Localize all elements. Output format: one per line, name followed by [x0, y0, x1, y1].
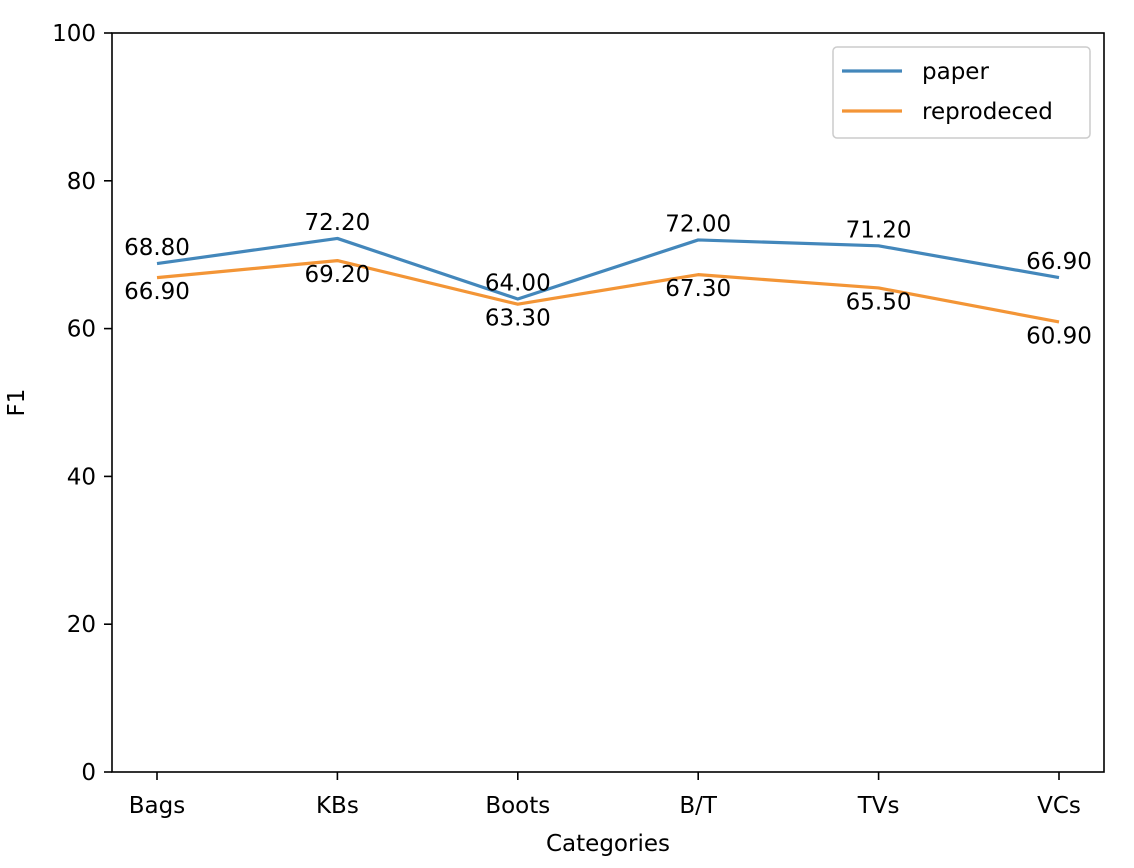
y-tick-label: 100 [52, 21, 96, 47]
data-label: 72.00 [665, 211, 731, 237]
legend-label-paper: paper [922, 59, 989, 85]
data-label: 68.80 [124, 235, 190, 261]
series-line-reprodeced [156, 259, 1060, 324]
x-axis-label: Categories [546, 831, 670, 857]
y-axis-label: F1 [4, 389, 30, 417]
y-tick-label: 40 [67, 464, 96, 490]
series-line-paper [156, 236, 1060, 301]
x-tick-label: KBs [316, 793, 359, 819]
data-label: 60.90 [1026, 323, 1092, 349]
y-tick-label: 20 [67, 612, 96, 638]
data-label: 66.90 [1026, 249, 1092, 275]
x-tick-label: Bags [129, 793, 185, 819]
legend: paper reprodeced [832, 46, 1091, 139]
data-label: 63.30 [485, 306, 551, 332]
data-label: 64.00 [485, 271, 551, 297]
y-tick-label: 0 [81, 760, 96, 786]
data-label: 65.50 [846, 289, 912, 315]
data-label: 72.20 [304, 210, 370, 236]
data-label: 66.90 [124, 279, 190, 305]
x-tick-label: B/T [679, 793, 718, 819]
x-axis-ticks: Bags KBs Boots B/T TVs VCs [129, 772, 1081, 819]
data-labels: 68.80 72.20 64.00 72.00 71.20 66.90 66.90 69.20… [124, 210, 1092, 350]
data-label: 71.20 [846, 217, 912, 243]
x-tick-label: Boots [485, 793, 550, 819]
legend-label-reprodeced: reprodeced [922, 99, 1053, 125]
y-axis-ticks: 0 20 40 60 80 100 [52, 21, 112, 786]
x-tick-label: VCs [1037, 793, 1081, 819]
x-tick-label: TVs [857, 793, 900, 819]
plot-frame [111, 32, 1105, 773]
y-tick-label: 60 [67, 317, 96, 343]
data-label: 67.30 [665, 276, 731, 302]
y-tick-label: 80 [67, 169, 96, 195]
series-lines [156, 236, 1060, 324]
data-label: 69.20 [304, 262, 370, 288]
